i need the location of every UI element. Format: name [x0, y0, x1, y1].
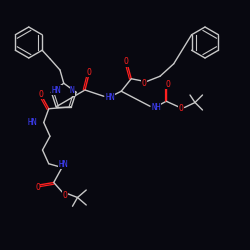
Text: O: O	[179, 104, 184, 113]
Text: HN: HN	[105, 93, 115, 102]
Text: NH: NH	[151, 103, 161, 112]
Text: O: O	[165, 80, 170, 89]
Text: O: O	[62, 191, 68, 200]
Text: O: O	[39, 90, 44, 99]
Text: O: O	[35, 182, 40, 192]
Text: N: N	[70, 86, 75, 96]
Text: O: O	[142, 79, 147, 88]
Text: O: O	[86, 68, 91, 77]
Text: O: O	[124, 58, 129, 66]
Text: HN: HN	[58, 160, 68, 169]
Text: HN: HN	[52, 86, 62, 95]
Text: HN: HN	[28, 118, 38, 127]
